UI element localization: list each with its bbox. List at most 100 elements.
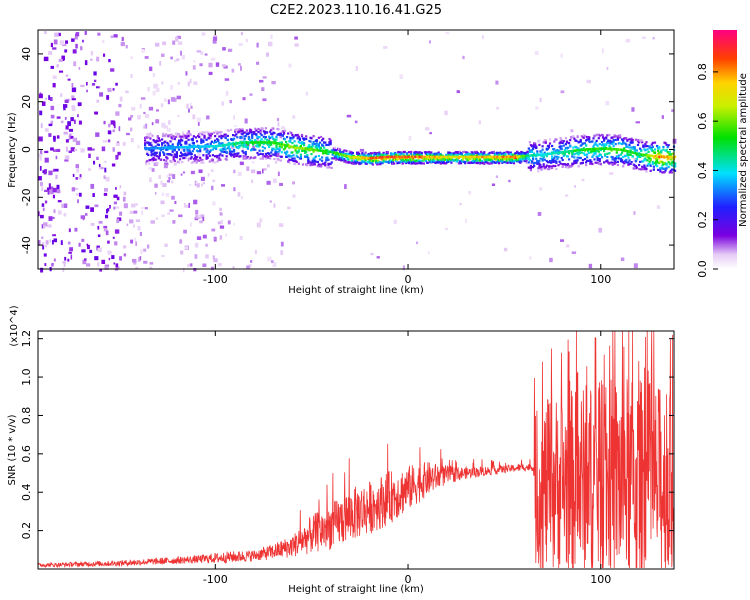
ridge-cell [485, 154, 488, 157]
ridge-cell [415, 159, 418, 162]
ridge-cell [244, 145, 247, 149]
noise-cell [173, 154, 176, 157]
noise-cell [48, 133, 52, 137]
noise-cell [88, 153, 91, 158]
noise-cell [64, 159, 69, 162]
noise-cell [219, 207, 222, 211]
ridge-cell [661, 164, 664, 167]
ridge-cell [606, 134, 609, 137]
ridge-cell [594, 149, 597, 152]
noise-cell [184, 154, 187, 160]
ridge-cell [634, 160, 637, 163]
ridge-cell [472, 152, 475, 156]
noise-cell [383, 46, 388, 49]
ridge-cell [254, 139, 257, 142]
noise-cell [242, 97, 246, 101]
ridge-cell [144, 143, 147, 147]
noise-cell [57, 32, 61, 37]
ridge-cell [278, 146, 281, 150]
ridge-cell [663, 171, 666, 174]
noise-cell [197, 215, 202, 218]
ridge-cell [261, 157, 264, 160]
ridge-cell [269, 130, 272, 133]
noise-cell [81, 249, 86, 253]
ridge-cell [211, 154, 214, 157]
noise-cell [115, 266, 120, 270]
noise-cell [139, 103, 142, 109]
ridge-cell [222, 135, 225, 138]
ridge-cell [261, 153, 264, 156]
ridge-cell [525, 160, 528, 163]
ridge-cell [304, 155, 307, 158]
noise-cell [54, 32, 59, 37]
spectrogram-layer [38, 31, 677, 273]
ridge-cell [271, 149, 274, 152]
ridge-core [244, 141, 247, 144]
noise-cell [48, 123, 53, 127]
noise-cell [50, 114, 55, 119]
ridge-cell [454, 153, 457, 157]
noise-cell [192, 65, 196, 70]
ridge-cell [211, 160, 214, 163]
ridge-cell [324, 141, 327, 144]
ridge-cell [404, 160, 407, 163]
noise-cell [172, 220, 176, 224]
ridge-cell [297, 150, 300, 153]
ridge-cell [251, 136, 254, 139]
noise-cell [251, 179, 254, 183]
ridge-cell [669, 158, 672, 161]
ridge-cell [543, 167, 546, 170]
ridge-cell [323, 146, 326, 149]
ridge-cell [616, 163, 619, 167]
noise-cell [176, 58, 180, 61]
noise-cell [44, 189, 48, 192]
ridge-cell [340, 156, 343, 159]
ridge-cell [530, 150, 534, 153]
ridge-cell [436, 158, 439, 161]
noise-cell [281, 126, 286, 130]
ridge-cell [590, 160, 593, 163]
noise-cell [248, 264, 252, 268]
ridge-cell [299, 145, 302, 148]
ridge-cell [618, 134, 622, 137]
ridge-cell [305, 150, 308, 153]
noise-cell [90, 51, 94, 56]
ridge-cell [174, 162, 177, 165]
snr-y-axis-label: SNR (10 * v/v) [7, 414, 18, 485]
ridge-cell [631, 147, 634, 150]
ridge-cell [670, 171, 673, 174]
ridge-cell [382, 151, 385, 154]
noise-cell [635, 121, 640, 124]
noise-cell [107, 139, 111, 143]
ridge-cell [588, 138, 591, 141]
noise-cell [107, 130, 112, 135]
noise-cell [97, 262, 100, 267]
ridge-cell [538, 160, 541, 163]
ridge-cell [645, 141, 648, 144]
ridge-cell [644, 149, 647, 152]
ridge-cell [148, 148, 151, 151]
noise-cell [144, 123, 148, 129]
ridge-cell [219, 148, 222, 151]
ridge-cell [543, 158, 546, 161]
noise-cell [126, 223, 129, 227]
noise-cell [94, 204, 99, 208]
ridge-cell [313, 142, 316, 146]
ridge-cell [263, 147, 266, 150]
ridge-cell [554, 155, 557, 158]
ridge-cell [517, 153, 520, 156]
noise-cell [240, 65, 242, 71]
noise-cell [116, 218, 120, 223]
noise-cell [98, 220, 103, 224]
noise-cell [104, 188, 108, 192]
ridge-cell [658, 162, 661, 165]
noise-cell [133, 210, 138, 214]
y-tick-label: 20 [20, 95, 33, 109]
ridge-core [148, 147, 151, 150]
noise-cell [71, 38, 75, 42]
noise-cell [549, 257, 553, 263]
noise-cell [262, 98, 267, 102]
noise-cell [256, 61, 260, 65]
ridge-cell [628, 143, 631, 146]
ridge-cell [623, 147, 626, 150]
